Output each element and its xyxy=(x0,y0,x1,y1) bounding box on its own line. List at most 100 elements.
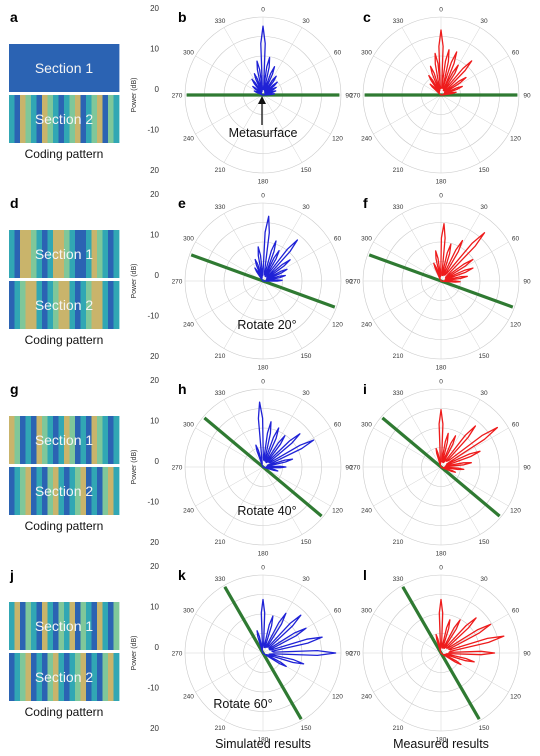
grid-spoke xyxy=(223,94,264,163)
coding-stripe xyxy=(42,281,48,329)
measured-pattern xyxy=(435,409,499,473)
coding-stripe xyxy=(47,416,54,464)
coding-stripe xyxy=(42,467,48,515)
coding-stripe xyxy=(86,416,92,464)
coding-stripe xyxy=(58,281,65,329)
power-tick: 20 xyxy=(150,4,159,13)
angle-label: 60 xyxy=(512,50,520,57)
grid-spoke xyxy=(373,94,442,135)
coding-stripe xyxy=(91,230,98,278)
power-tick: 20 xyxy=(150,352,159,361)
annotation-label: Metasurface xyxy=(229,126,298,140)
grid-spoke xyxy=(195,466,264,507)
angle-label: 240 xyxy=(183,322,194,329)
angle-label: 90 xyxy=(523,651,531,658)
coding-stripe xyxy=(25,602,32,650)
coding-stripe xyxy=(20,653,26,701)
grid-spoke xyxy=(262,466,331,507)
angle-label: 150 xyxy=(301,167,312,174)
coding-stripe xyxy=(102,467,109,515)
coding-stripe xyxy=(9,602,15,650)
coding-stripe xyxy=(31,95,37,143)
coding-stripe xyxy=(20,416,26,464)
coding-stripe xyxy=(86,467,92,515)
coding-stripe xyxy=(64,44,70,92)
power-tick: 20 xyxy=(150,190,159,199)
section2-label: Section 2 xyxy=(35,111,94,127)
coding-stripe xyxy=(102,230,109,278)
coding-stripe xyxy=(31,44,37,92)
angle-label: 210 xyxy=(215,353,226,360)
coding-stripe xyxy=(53,281,59,329)
angle-label: 60 xyxy=(512,608,520,615)
grid-spoke xyxy=(262,280,331,321)
coding-stripe xyxy=(80,467,87,515)
coding-stripe xyxy=(31,281,37,329)
coding-stripe xyxy=(53,416,59,464)
angle-label: 90 xyxy=(345,93,353,100)
angle-label: 0 xyxy=(261,193,265,200)
angle-label: 240 xyxy=(361,508,372,515)
coding-stripe xyxy=(14,653,21,701)
grid-spoke xyxy=(373,652,442,693)
grid-spoke xyxy=(195,427,264,468)
coding-caption: Coding pattern xyxy=(25,333,104,347)
coding-stripe xyxy=(75,416,81,464)
angle-label: 150 xyxy=(479,725,490,732)
grid-spoke xyxy=(195,94,264,135)
angle-label: 270 xyxy=(350,93,361,100)
coding-stripe xyxy=(53,467,59,515)
coding-stripe xyxy=(9,95,15,143)
angle-label: 180 xyxy=(436,737,447,744)
coding-stripe xyxy=(80,653,87,701)
power-tick: -10 xyxy=(147,684,159,693)
angle-label: 90 xyxy=(345,465,353,472)
coding-stripe xyxy=(58,467,65,515)
coding-stripe xyxy=(53,602,59,650)
coding-stripe xyxy=(31,467,37,515)
coding-stripe xyxy=(108,230,114,278)
coding-stripe xyxy=(25,653,32,701)
coding-stripe xyxy=(69,230,76,278)
coding-stripe xyxy=(58,416,65,464)
angle-label: 90 xyxy=(345,279,353,286)
section2-label: Section 2 xyxy=(35,297,94,313)
power-tick: 20 xyxy=(150,538,159,547)
power-tick: 10 xyxy=(150,417,159,426)
angle-label: 210 xyxy=(215,725,226,732)
coding-stripe xyxy=(102,653,109,701)
angle-label: 270 xyxy=(350,651,361,658)
grid-spoke xyxy=(195,613,264,654)
coding-stripe xyxy=(20,281,26,329)
coding-stripe xyxy=(91,281,98,329)
coding-stripe xyxy=(64,467,70,515)
coding-stripe xyxy=(31,230,37,278)
annotation-label: Rotate 20° xyxy=(237,318,296,332)
grid-spoke xyxy=(440,585,481,654)
angle-label: 150 xyxy=(479,167,490,174)
power-tick: 10 xyxy=(150,231,159,240)
coding-caption: Coding pattern xyxy=(25,147,104,161)
grid-spoke xyxy=(262,94,303,163)
power-tick: 0 xyxy=(155,457,160,466)
coding-stripe xyxy=(14,602,21,650)
angle-label: 60 xyxy=(334,608,342,615)
power-tick: -10 xyxy=(147,126,159,135)
angle-label: 240 xyxy=(183,508,194,515)
grid-spoke xyxy=(262,280,303,349)
angle-label: 120 xyxy=(510,508,521,515)
angle-label: 150 xyxy=(301,725,312,732)
coding-stripe xyxy=(31,416,37,464)
coding-stripe xyxy=(97,653,103,701)
coding-stripe xyxy=(64,281,70,329)
power-tick: 20 xyxy=(150,724,159,733)
coding-stripe xyxy=(42,653,48,701)
coding-stripe xyxy=(9,653,15,701)
annotation-label: Rotate 40° xyxy=(237,504,296,518)
coding-stripe xyxy=(97,416,103,464)
angle-label: 240 xyxy=(183,136,194,143)
coding-stripe xyxy=(31,602,37,650)
coding-stripe xyxy=(53,653,59,701)
grid-spoke xyxy=(195,55,264,96)
angle-label: 270 xyxy=(350,465,361,472)
